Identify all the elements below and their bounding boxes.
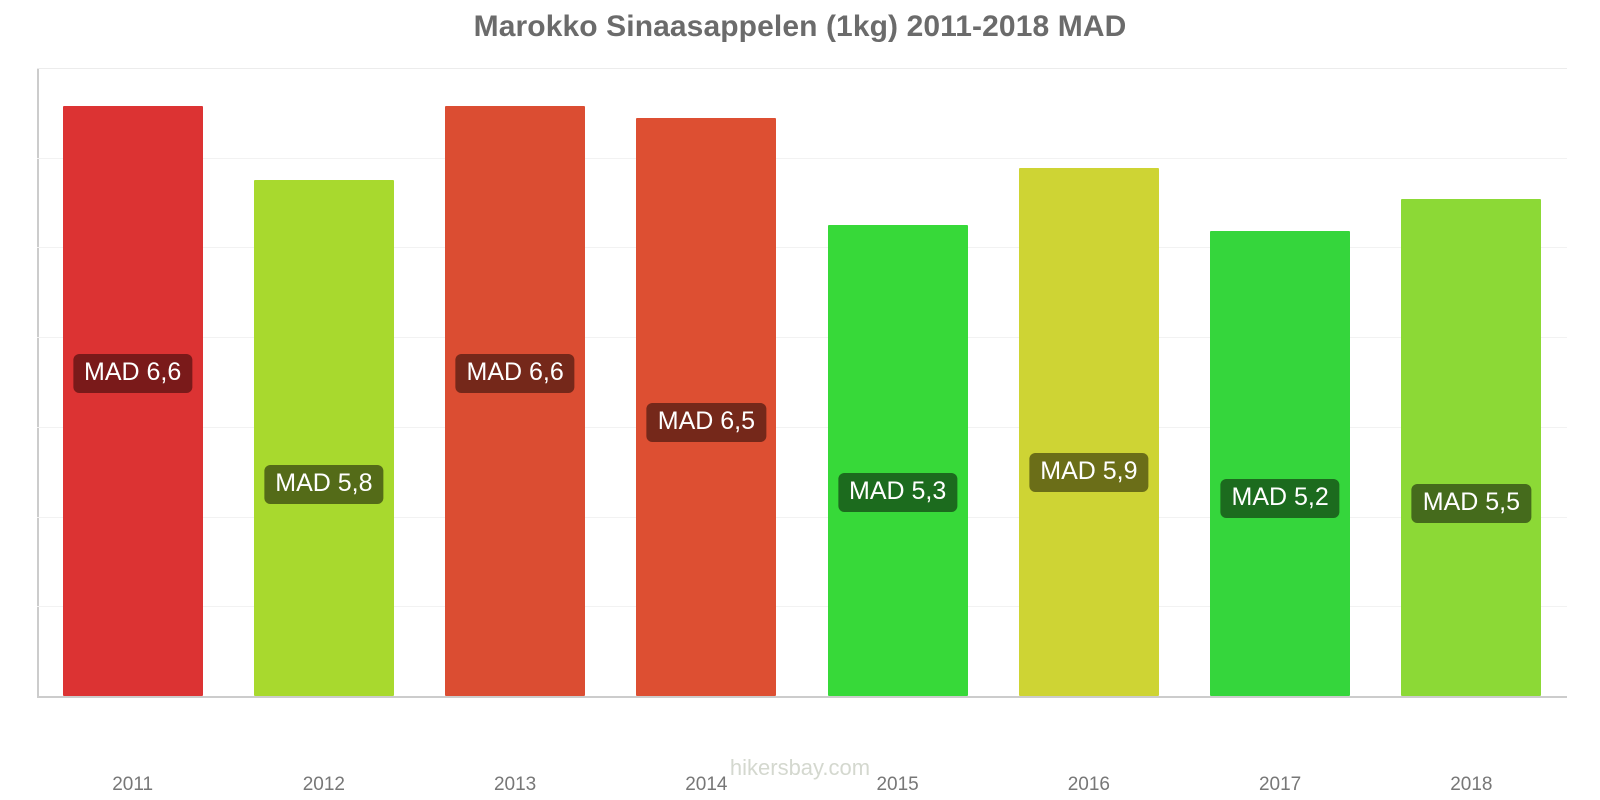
bar[interactable] (1210, 231, 1351, 696)
bar-group[interactable]: MAD 5,3 (827, 68, 968, 696)
gridline (37, 68, 1567, 69)
bar-value-label: MAD 5,5 (1411, 483, 1532, 523)
gridline (37, 696, 1567, 698)
x-axis-tick-label: 2015 (876, 774, 919, 795)
bar-value-label: MAD 6,6 (72, 353, 193, 393)
bar[interactable] (1401, 198, 1542, 696)
gridline (37, 337, 1567, 339)
gridline (37, 157, 1567, 159)
x-axis-tick-label: 2016 (1067, 774, 1111, 795)
x-axis-tick-label: 2011 (112, 774, 154, 795)
bar-value-label: MAD 5,8 (264, 465, 384, 505)
bar-group[interactable]: MAD 6,6 (445, 68, 586, 696)
bar[interactable] (445, 105, 586, 696)
bar-group[interactable]: MAD 6,6 (62, 68, 203, 696)
bar[interactable] (253, 180, 394, 696)
gridline (37, 426, 1567, 428)
bar-group[interactable]: MAD 5,5 (1401, 68, 1542, 696)
x-axis-tick-label: 2013 (493, 774, 537, 795)
bar-value-label: MAD 5,2 (1220, 479, 1340, 519)
bars-layer: MAD 6,6 MAD 5,8 MAD 6,6 MAD 6,5 MAD 5,3 MAD 5… (37, 68, 1567, 696)
gridline (37, 247, 1567, 249)
bar-group[interactable]: MAD 5,9 (1018, 68, 1159, 696)
y-axis-line (37, 68, 39, 696)
x-axis-tick-label: 2014 (685, 774, 728, 795)
x-axis-tick-label: 2012 (302, 774, 346, 795)
bar[interactable] (1018, 167, 1159, 696)
x-axis-tick-label: 2017 (1258, 774, 1302, 795)
bar-group[interactable]: MAD 6,5 (636, 68, 777, 696)
bar-group[interactable]: MAD 5,2 (1210, 68, 1351, 696)
bar-value-label: MAD 6,6 (455, 353, 575, 393)
gridline (37, 516, 1567, 518)
chart-title: Marokko Sinaasappelen (1kg) 2011-2018 MA… (473, 10, 1127, 43)
source-watermark: hikersbay.com (729, 755, 871, 780)
gridline (37, 606, 1567, 608)
bar-value-label: MAD 6,5 (646, 403, 767, 443)
bar-value-label: MAD 5,9 (1029, 452, 1149, 492)
bar-group[interactable]: MAD 5,8 (253, 68, 394, 696)
x-axis-tick-label: 2018 (1450, 774, 1493, 795)
bar[interactable] (62, 105, 203, 696)
bar[interactable] (827, 225, 968, 696)
bar-value-label: MAD 5,3 (837, 473, 958, 512)
